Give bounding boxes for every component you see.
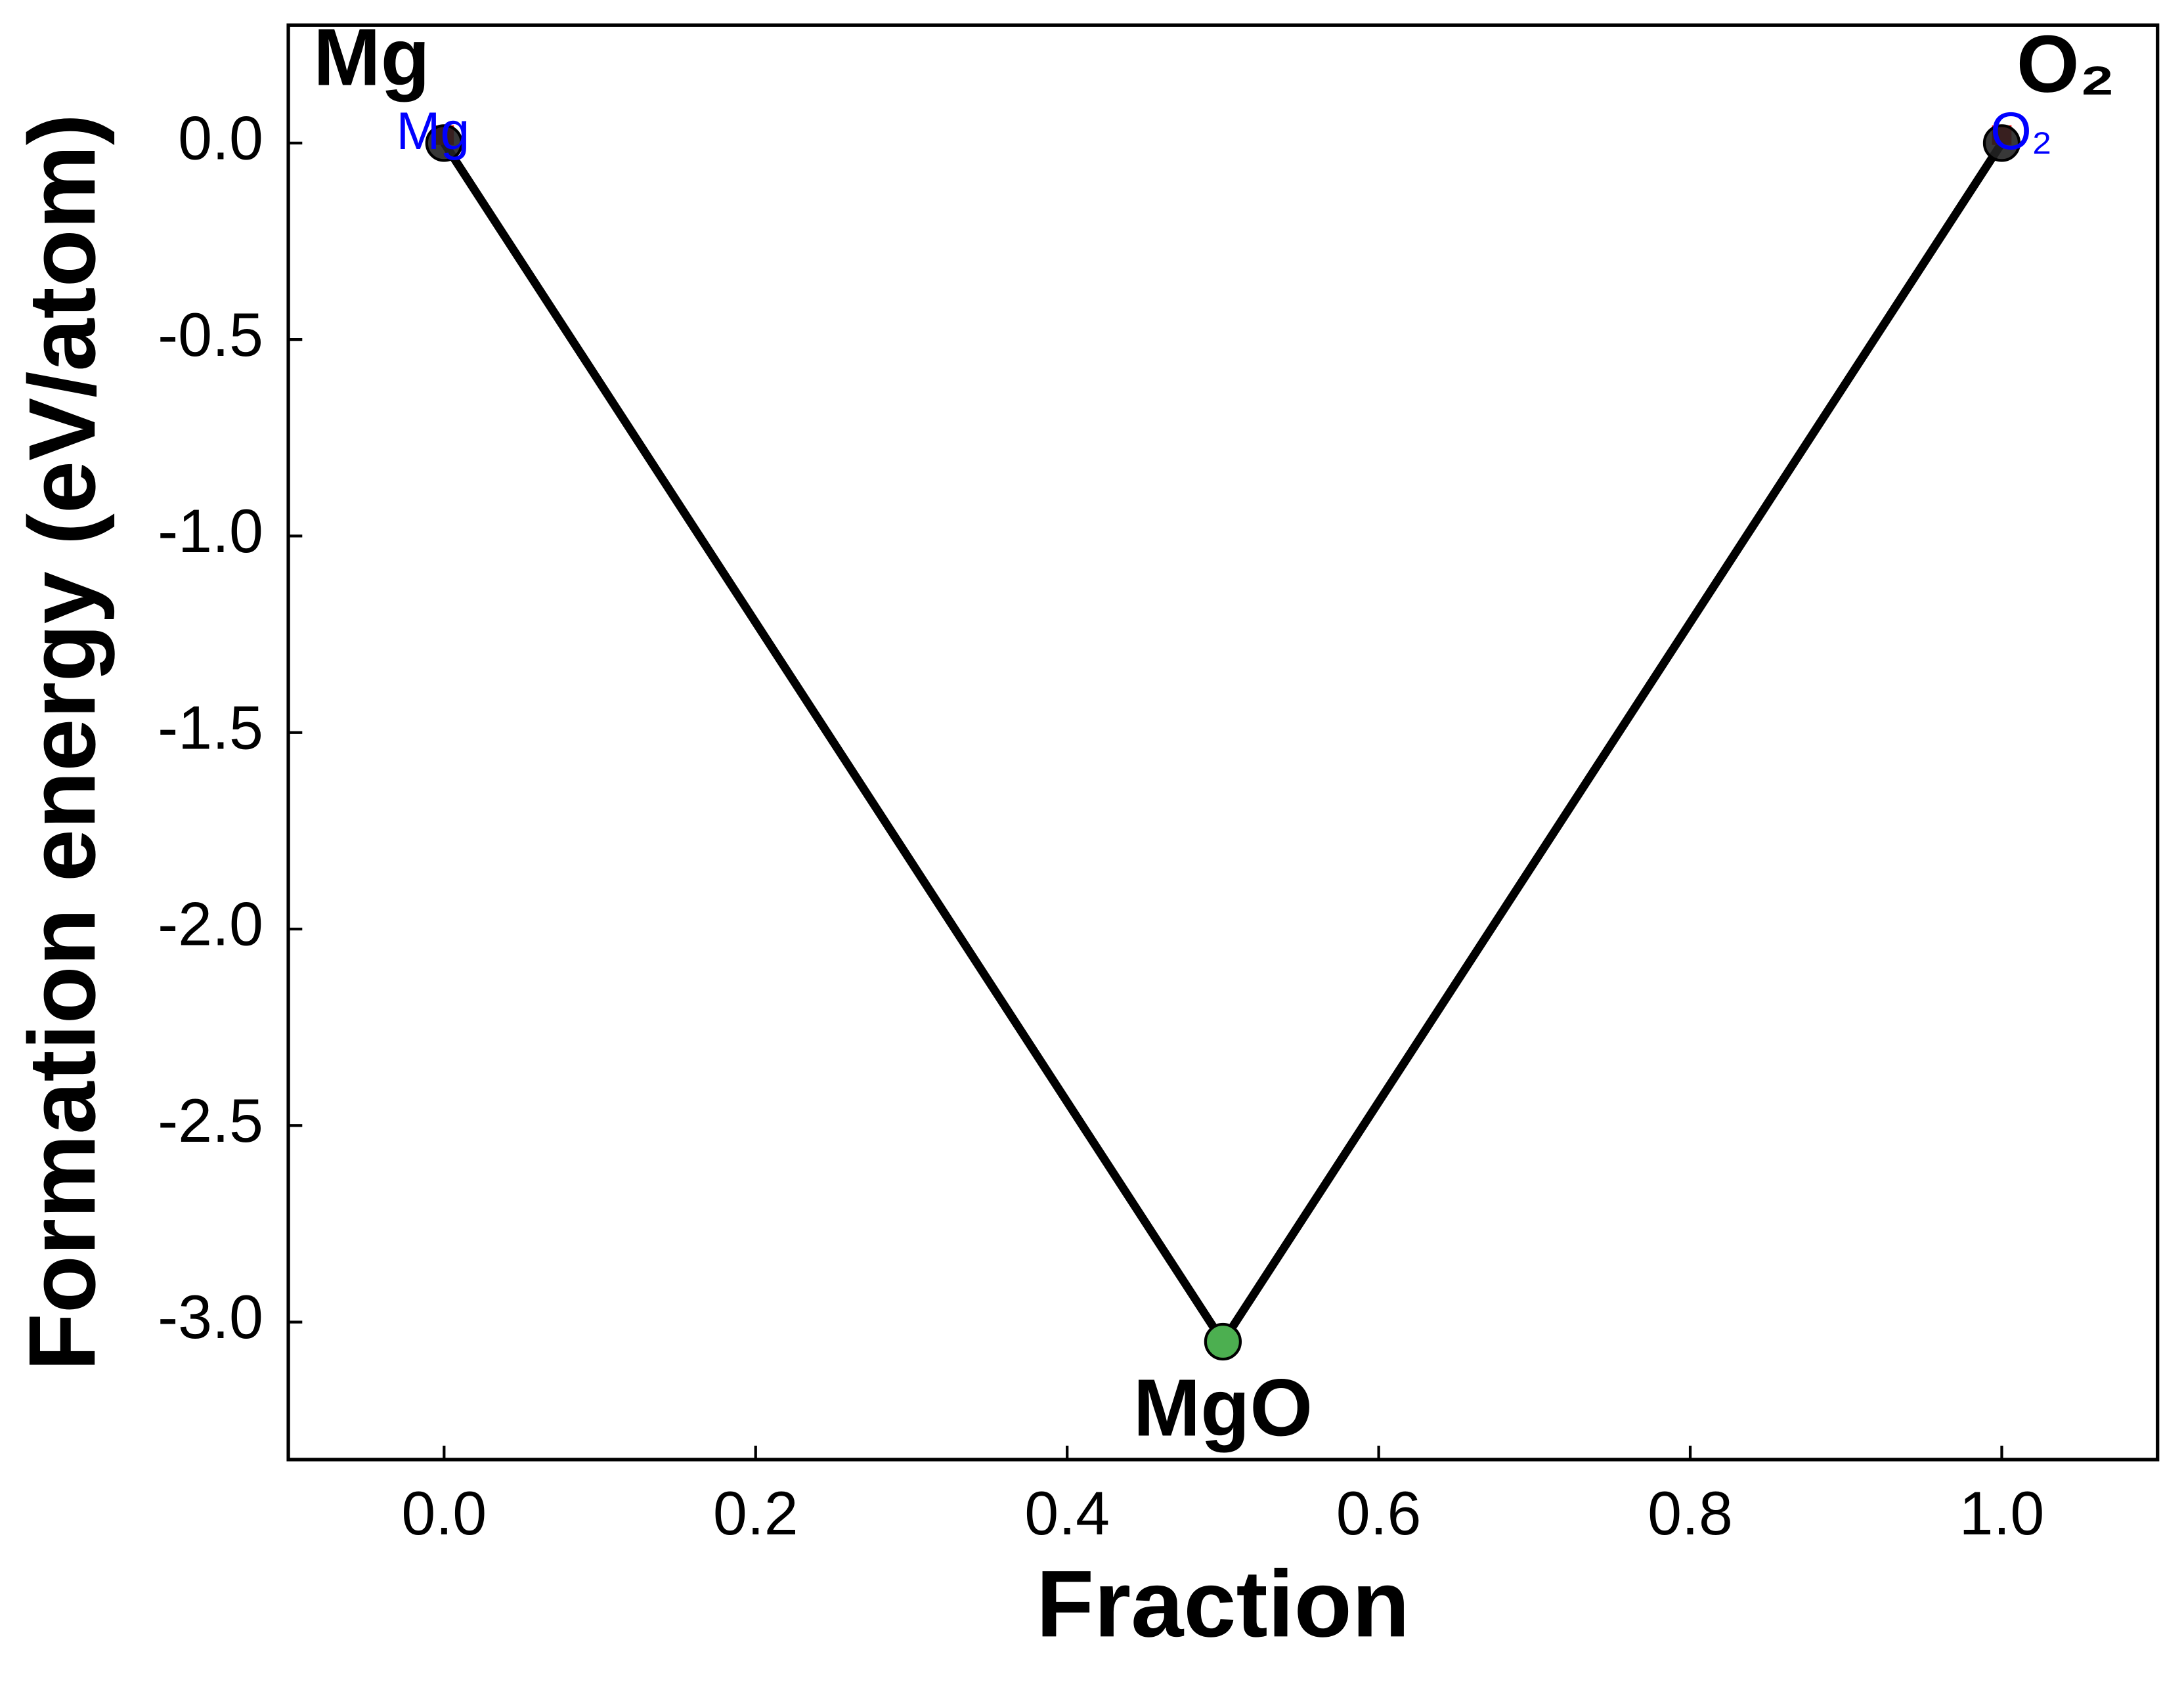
y-tick-label: -3.0 (158, 1283, 263, 1351)
unstable-label: Mg (396, 102, 470, 161)
stable-label: O₂ (2017, 20, 2115, 110)
x-tick-label: 1.0 (1959, 1479, 2045, 1548)
y-tick-label: -1.5 (158, 693, 263, 762)
y-tick-label: -2.5 (158, 1087, 263, 1155)
stable-label: MgO (1133, 1363, 1313, 1453)
x-tick-label: 0.2 (713, 1479, 798, 1548)
unstable-label: O₂ (1990, 102, 2052, 161)
y-tick-label: -0.5 (158, 301, 263, 369)
plot-frame (286, 23, 2160, 1462)
stable-point (1982, 124, 2021, 162)
x-tick-label: 0.6 (1336, 1479, 1422, 1548)
x-tick-label: 0.4 (1024, 1479, 1110, 1548)
y-tick-label: 0.0 (178, 104, 263, 172)
x-tick-label: 0.8 (1648, 1479, 1733, 1548)
x-axis-label: Fraction (1036, 1550, 1410, 1657)
stable-label: Mg (313, 12, 430, 102)
stable-point (1204, 1322, 1242, 1361)
y-axis-label: Formation energy (eV/atom) (9, 114, 115, 1371)
y-tick-label: -1.0 (158, 497, 263, 565)
x-tick-label: 0.0 (401, 1479, 487, 1548)
y-tick-label: -2.0 (158, 890, 263, 959)
stable-point (425, 124, 463, 162)
